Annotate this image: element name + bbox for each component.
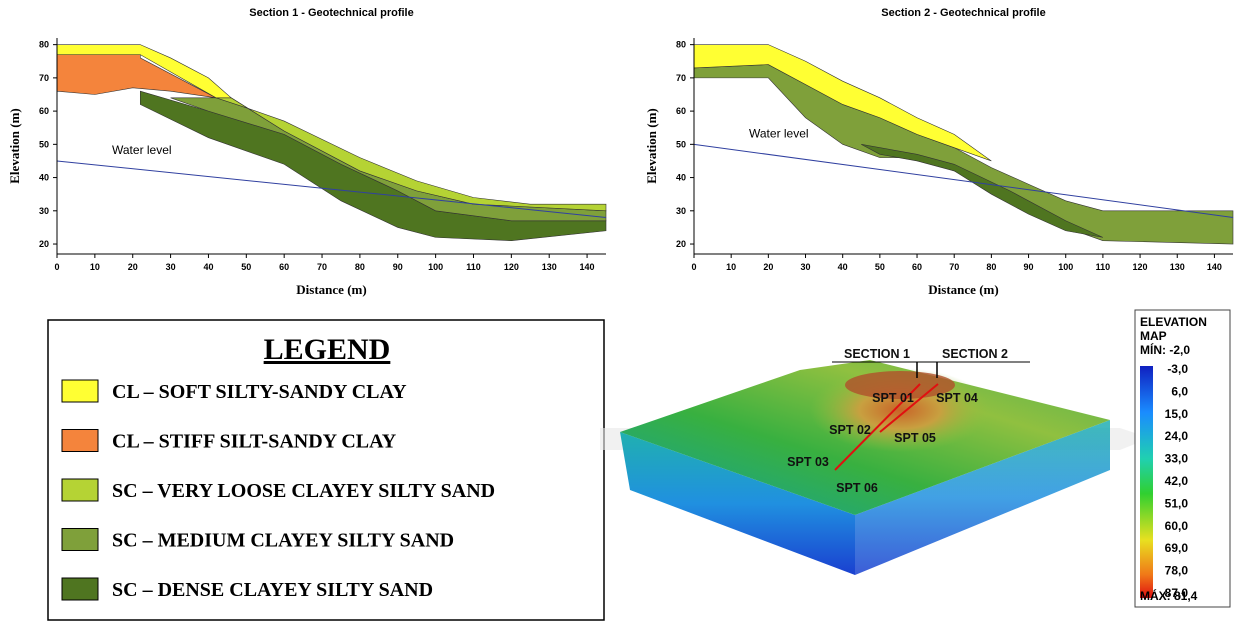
- y-axis-title: Elevation (m): [7, 108, 22, 183]
- x-tick-label: 80: [986, 262, 996, 272]
- y-tick-label: 30: [39, 206, 49, 216]
- colorbar-tick-label: 69,0: [1165, 541, 1189, 555]
- section-label: SECTION 2: [942, 347, 1008, 361]
- x-tick-label: 0: [54, 262, 59, 272]
- x-tick-label: 30: [166, 262, 176, 272]
- colorbar-tick-label: 15,0: [1165, 407, 1189, 421]
- legend-swatch: [62, 578, 98, 600]
- y-tick-label: 50: [676, 139, 686, 149]
- spt-label: SPT 04: [936, 391, 978, 405]
- x-tick-label: 120: [504, 262, 519, 272]
- x-tick-label: 100: [428, 262, 443, 272]
- colorbar-tick-label: 6,0: [1171, 384, 1188, 398]
- legend-label: SC – DENSE CLAYEY SILTY SAND: [112, 579, 433, 601]
- y-tick-label: 30: [676, 206, 686, 216]
- x-tick-label: 130: [542, 262, 557, 272]
- legend-title: LEGEND: [264, 333, 391, 366]
- legend-label: SC – VERY LOOSE CLAYEY SILTY SAND: [112, 480, 495, 502]
- x-tick-label: 30: [801, 262, 811, 272]
- x-tick-label: 0: [691, 262, 696, 272]
- x-tick-label: 70: [317, 262, 327, 272]
- colorbar-min: MÍN: -2,0: [1140, 342, 1190, 357]
- spt-label: SPT 06: [836, 481, 878, 495]
- x-tick-label: 90: [393, 262, 403, 272]
- x-tick-label: 40: [838, 262, 848, 272]
- legend-swatch: [62, 529, 98, 551]
- legend: LEGEND CL – SOFT SILTY-SANDY CLAY CL – ST…: [48, 320, 604, 620]
- y-tick-label: 40: [39, 173, 49, 183]
- soil-layer: [694, 65, 1233, 244]
- x-axis-title: Distance (m): [928, 282, 998, 297]
- legend-label: SC – MEDIUM CLAYEY SILTY SAND: [112, 530, 454, 552]
- legend-label: CL – STIFF SILT-SANDY CLAY: [112, 431, 397, 453]
- colorbar-tick-label: 60,0: [1165, 519, 1189, 533]
- x-tick-label: 50: [875, 262, 885, 272]
- water-label: Water level: [112, 143, 172, 157]
- y-axis-title: Elevation (m): [644, 108, 659, 183]
- profile-chart: Water level 0 10 20 30 40 50 60 70 80 90 100 110 120 1…: [644, 7, 1233, 297]
- legend-swatch: [62, 479, 98, 501]
- x-tick-label: 40: [203, 262, 213, 272]
- spt-label: SPT 05: [894, 431, 936, 445]
- x-tick-label: 20: [763, 262, 773, 272]
- figure: Water level01020304050607080901001101201…: [0, 0, 1235, 622]
- legend-label: CL – SOFT SILTY-SANDY CLAY: [112, 381, 407, 403]
- y-tick-label: 80: [39, 40, 49, 50]
- x-tick-label: 50: [241, 262, 251, 272]
- colorbar-tick-label: 78,0: [1165, 564, 1189, 578]
- x-tick-label: 140: [1207, 262, 1222, 272]
- y-tick-label: 40: [676, 173, 686, 183]
- colorbar-tick-label: 51,0: [1165, 496, 1189, 510]
- colorbar-max: MÁX: 81,4: [1140, 588, 1198, 603]
- x-tick-label: 70: [949, 262, 959, 272]
- y-tick-label: 60: [39, 106, 49, 116]
- spt-label: SPT 03: [787, 455, 829, 469]
- x-tick-label: 80: [355, 262, 365, 272]
- spt-label: SPT 01: [872, 391, 914, 405]
- y-tick-label: 70: [676, 73, 686, 83]
- soil-layer: [861, 144, 1103, 237]
- x-axis-title: Distance (m): [296, 282, 366, 297]
- chart-title: Section 2 - Geotechnical profile: [881, 7, 1045, 19]
- y-tick-label: 20: [676, 239, 686, 249]
- x-tick-label: 10: [90, 262, 100, 272]
- x-tick-label: 100: [1058, 262, 1073, 272]
- spt-label: SPT 02: [829, 423, 871, 437]
- x-tick-label: 110: [1096, 262, 1111, 272]
- x-tick-label: 60: [279, 262, 289, 272]
- profile-chart: Water level 0 10 20 30 40 50 60 70 80 90 100 110 120 1…: [7, 7, 606, 297]
- x-tick-label: 10: [726, 262, 736, 272]
- x-tick-label: 90: [1024, 262, 1034, 272]
- x-tick-label: 120: [1133, 262, 1148, 272]
- y-tick-label: 70: [39, 73, 49, 83]
- colorbar-tick-label: 24,0: [1165, 429, 1189, 443]
- chart-title: Section 1 - Geotechnical profile: [249, 7, 413, 19]
- legend-swatch: [62, 380, 98, 402]
- colorbar-tick-label: 42,0: [1165, 474, 1189, 488]
- y-tick-label: 80: [676, 40, 686, 50]
- x-tick-label: 130: [1170, 262, 1185, 272]
- colorbar-tick-label: -3,0: [1167, 362, 1188, 376]
- colorbar-scale: [1140, 366, 1153, 598]
- legend-swatch: [62, 430, 98, 452]
- y-tick-label: 60: [676, 106, 686, 116]
- colorbar-title: MAP: [1140, 329, 1167, 343]
- section-label: SECTION 1: [844, 347, 910, 361]
- colorbar: ELEVATION MAP MÍN: -2,0 -3,0 6,0 15,0 24,0 3…: [1135, 310, 1230, 607]
- colorbar-tick-label: 33,0: [1165, 452, 1189, 466]
- colorbar-title: ELEVATION: [1140, 315, 1207, 329]
- elevation-3d: SECTION 1 SECTION 2 SPT 01 SPT 04 SPT 02…: [600, 347, 1150, 575]
- x-tick-label: 60: [912, 262, 922, 272]
- water-label: Water level: [749, 126, 809, 140]
- x-tick-label: 140: [580, 262, 595, 272]
- y-tick-label: 20: [39, 239, 49, 249]
- x-tick-label: 110: [466, 262, 481, 272]
- y-tick-label: 50: [39, 139, 49, 149]
- x-tick-label: 20: [128, 262, 138, 272]
